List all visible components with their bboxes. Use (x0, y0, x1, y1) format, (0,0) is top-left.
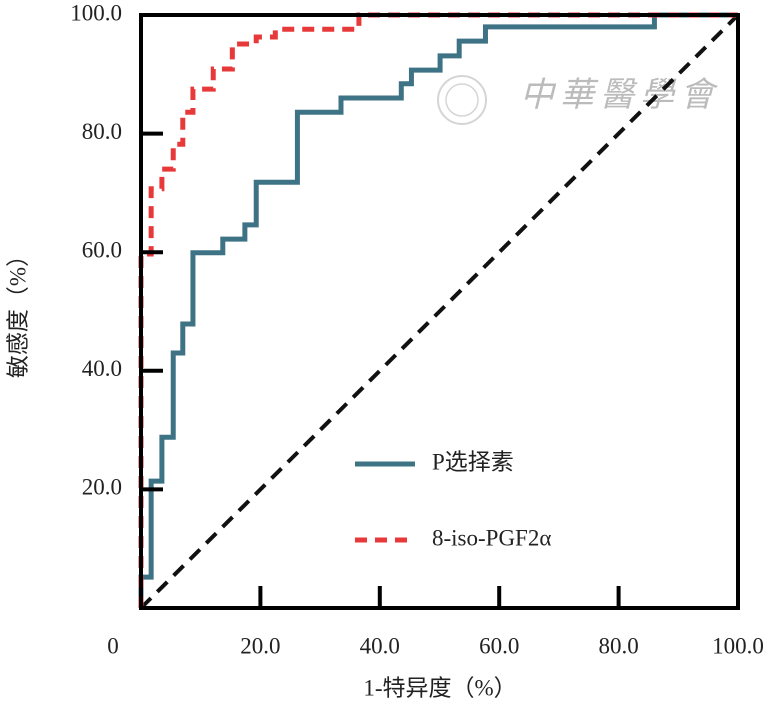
y-axis-label: 敏感度（%） (5, 244, 30, 378)
roc-curve (138, 12, 738, 608)
y-tick-label: 20.0 (82, 475, 122, 500)
y-tick-label: 60.0 (82, 237, 122, 262)
watermark-logo (437, 75, 487, 125)
y-tick-label: 100.0 (70, 0, 122, 25)
roc-curve (138, 12, 738, 608)
x-tick-label: 60.0 (479, 633, 519, 658)
x-tick-label: 20.0 (240, 633, 280, 658)
x-tick-label: 100.0 (712, 633, 764, 658)
plot-frame (139, 13, 740, 610)
x-axis-label: 1-特异度（%） (363, 675, 516, 700)
x-tick-label: 0 (107, 633, 119, 658)
x-tick-label: 80.0 (598, 633, 638, 658)
x-tick-label: 40.0 (360, 633, 400, 658)
y-tick-label: 80.0 (82, 119, 122, 144)
y-tick-label: 40.0 (82, 356, 122, 381)
watermark: 中華醫學會 (520, 77, 720, 114)
legend-label: P选择素 (432, 449, 514, 474)
reference-line (139, 13, 740, 610)
legend-label: 8-iso-PGF2α (432, 525, 551, 550)
